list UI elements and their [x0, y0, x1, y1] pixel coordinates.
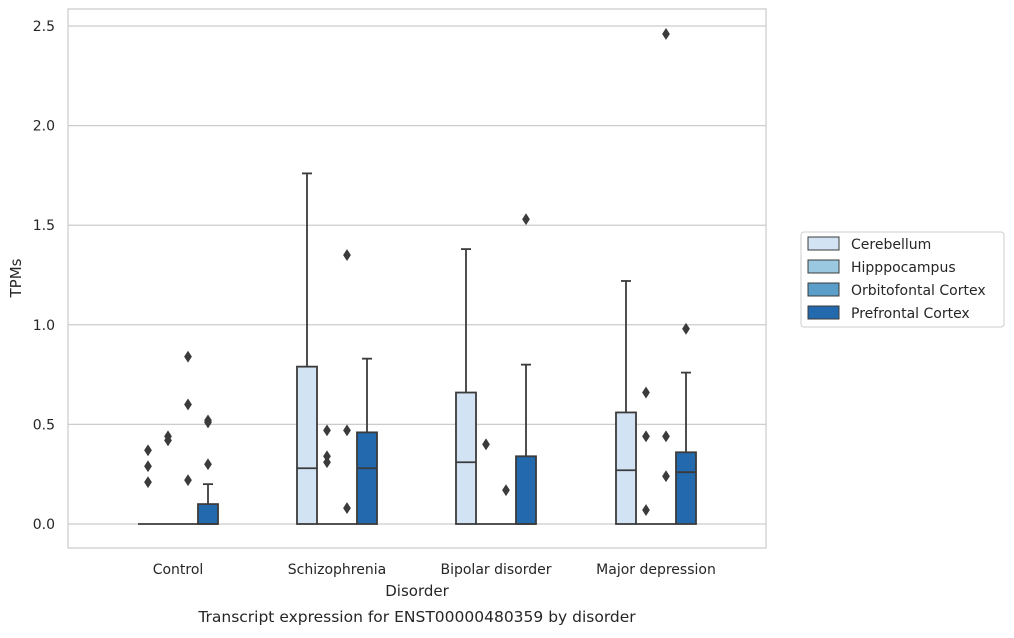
y-tick-label: 2.5 [33, 19, 55, 35]
box-group [455, 248, 477, 525]
y-axis-label: TPMs [7, 258, 25, 298]
outlier-point [343, 424, 351, 437]
box-iqr [675, 451, 697, 525]
box-group [197, 414, 219, 525]
box-group [675, 322, 697, 525]
box-group [178, 350, 198, 525]
outlier-point [204, 458, 212, 471]
outlier-point [323, 424, 331, 437]
box-group [337, 249, 357, 525]
legend-label: Cerebellum [851, 237, 931, 253]
outlier-point [502, 484, 510, 497]
outlier-point [184, 350, 192, 363]
tick-labels: 0.0 0.5 1.0 1.5 2.0 2.5 Control Schizophrenia Bi… [33, 19, 716, 578]
outlier-point [343, 502, 351, 514]
legend-swatch [807, 259, 840, 274]
legend-label: Hipppocampus [851, 260, 956, 276]
outlier-point [144, 476, 152, 489]
outlier-point [323, 456, 331, 469]
box-group [615, 280, 637, 525]
legend-swatch [807, 305, 840, 320]
outlier-point [144, 444, 152, 457]
legend-label: Prefrontal Cortex [851, 306, 970, 322]
outlier-point [184, 474, 192, 487]
box-group [138, 444, 158, 525]
box-iqr [455, 391, 477, 525]
box-group [515, 213, 537, 525]
y-tick-label: 0.0 [33, 517, 55, 533]
y-tick-label: 2.0 [33, 119, 55, 135]
plot-frame [67, 8, 767, 549]
outlier-point [662, 430, 670, 443]
box-iqr [197, 503, 219, 525]
box-group [476, 438, 496, 525]
box-iqr [615, 411, 637, 525]
x-tick-label: Bipolar disorder [440, 562, 551, 578]
x-tick-label: Control [153, 562, 204, 578]
outlier-point [144, 460, 152, 473]
box-iqr [356, 431, 378, 525]
outlier-point [642, 504, 650, 516]
outlier-point [204, 416, 212, 429]
outlier-point [164, 434, 172, 447]
box-group [496, 484, 516, 525]
outlier-point [662, 28, 670, 40]
y-tick-label: 0.5 [33, 417, 55, 433]
outlier-point [642, 430, 650, 443]
legend-frame [800, 231, 1005, 328]
outlier-point [482, 438, 490, 451]
box-group [296, 172, 318, 525]
legend-swatch [807, 236, 840, 251]
legend-item: Hipppocampus [807, 259, 956, 276]
x-tick-label: Major depression [596, 562, 716, 578]
box-group [656, 28, 676, 525]
legend-item: Orbitofontal Cortex [807, 282, 986, 299]
y-tick-label: 1.0 [33, 318, 55, 334]
box-layer [138, 28, 697, 525]
legend: Cerebellum Hipppocampus Orbitofontal Corte… [800, 231, 1005, 328]
outlier-point [184, 398, 192, 411]
outlier-point [662, 470, 670, 483]
box-iqr [296, 365, 318, 525]
box-group [158, 430, 178, 525]
x-axis-label: Disorder [385, 582, 449, 600]
legend-item: Prefrontal Cortex [807, 305, 970, 322]
outlier-point [642, 386, 650, 399]
legend-swatch [807, 282, 840, 297]
outlier-point [522, 213, 530, 226]
x-tick-label: Schizophrenia [288, 562, 386, 578]
outlier-point [343, 249, 351, 262]
box-iqr [515, 455, 537, 525]
box-group [356, 357, 378, 525]
y-tick-label: 1.5 [33, 218, 55, 234]
legend-item: Cerebellum [807, 236, 931, 253]
outlier-point [682, 322, 690, 335]
box-group [317, 424, 337, 525]
box-group [636, 386, 656, 525]
figure-caption: Transcript expression for ENST0000048035… [197, 608, 636, 626]
legend-label: Orbitofontal Cortex [851, 283, 986, 299]
